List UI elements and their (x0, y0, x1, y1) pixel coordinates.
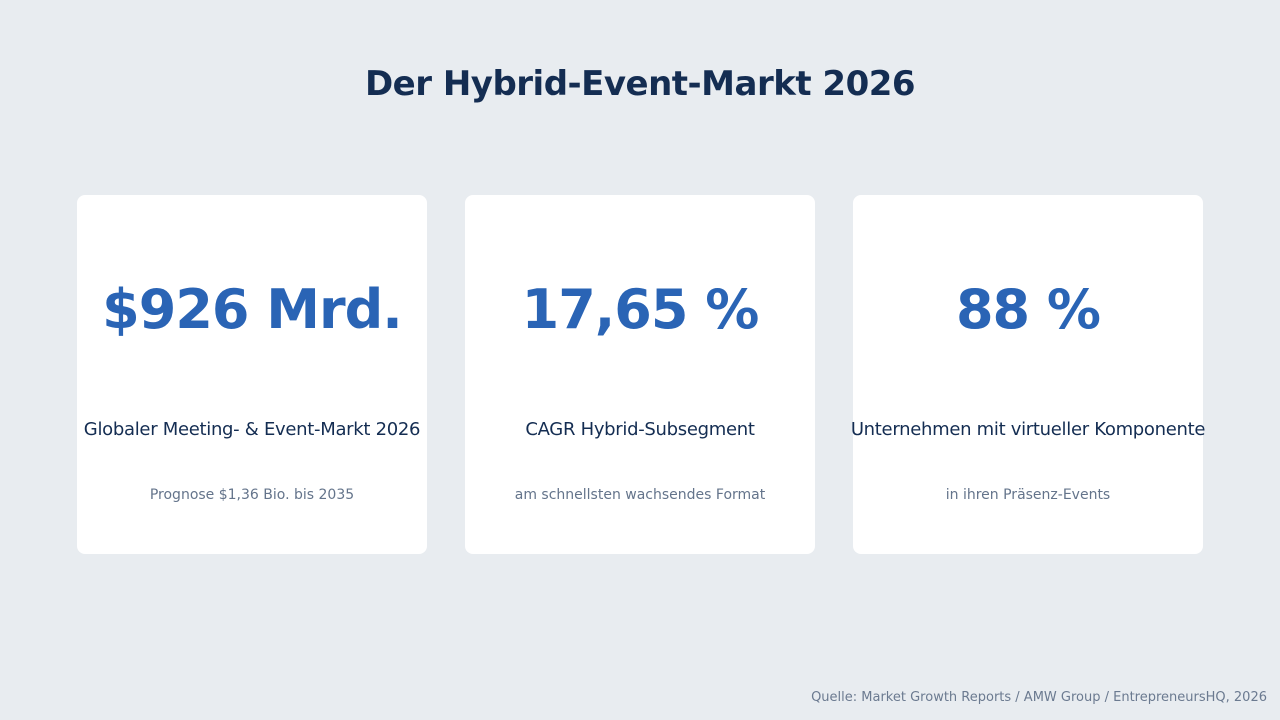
source-footnote: Quelle: Market Growth Reports / AMW Grou… (811, 690, 1267, 705)
stat-card-market-size: $926 Mrd. Globaler Meeting- & Event-Mark… (77, 195, 427, 554)
stat-note: am schnellsten wachsendes Format (514, 487, 766, 503)
stat-label: CAGR Hybrid-Subsegment (525, 419, 755, 440)
stat-value: $926 Mrd. (102, 278, 403, 341)
stat-value: 88 % (955, 278, 1101, 341)
stat-label: Globaler Meeting- & Event-Markt 2026 (83, 419, 421, 440)
stat-label: Unternehmen mit virtueller Komponente (850, 419, 1206, 440)
slide-title: Der Hybrid-Event-Markt 2026 (364, 64, 916, 104)
stat-card-cagr: 17,65 % CAGR Hybrid-Subsegment am schnel… (465, 195, 815, 554)
stat-note: in ihren Präsenz-Events (945, 487, 1111, 503)
stat-value: 17,65 % (521, 278, 760, 341)
stat-note: Prognose $1,36 Bio. bis 2035 (149, 487, 355, 503)
stat-card-virtual-share: 88 % Unternehmen mit virtueller Komponen… (851, 195, 1205, 554)
